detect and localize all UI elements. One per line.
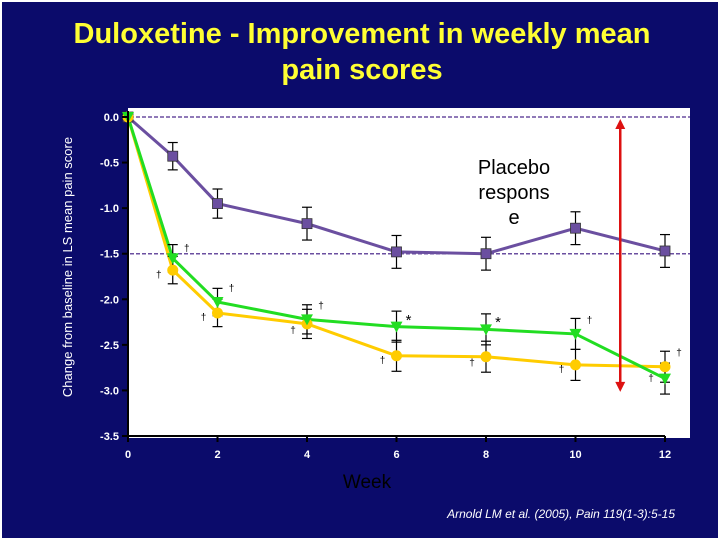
axes: 0.0 -0.5 -1.0 -1.5 -2.0 -2.5 -3.0 -3.5 0 2 4 6 8 10 12: [100, 111, 671, 461]
significance-mark-3: †: [201, 313, 207, 324]
x-tick-label-5: 10: [569, 449, 581, 461]
significance-mark-2: †: [229, 283, 235, 294]
series-1-point-2: [211, 297, 224, 309]
series-1-point-5: [480, 324, 492, 336]
y-tick-label-6: -3.0: [100, 385, 119, 397]
plot-area: [128, 108, 690, 438]
series-0-point-1: [167, 150, 179, 162]
y-tick-label-4: -2.0: [100, 294, 119, 306]
series-0-line: [127, 115, 666, 256]
significance-mark-1: †: [156, 270, 162, 281]
significance-mark-13: †: [648, 374, 654, 385]
series-2-line: [126, 116, 666, 369]
series-2-point-2: [212, 307, 223, 319]
series-0-point-6: [570, 222, 581, 234]
series-0-point-4: [391, 246, 402, 258]
arrow-head-top: [615, 119, 626, 129]
significance-mark-4: †: [318, 301, 324, 312]
significance-mark-7: †: [380, 355, 386, 366]
significance-mark-10: †: [587, 315, 593, 326]
significance-mark-5: †: [290, 325, 296, 336]
x-tick-label-0: 0: [125, 449, 131, 461]
series-2-point-7: [659, 361, 671, 373]
series-0-point-5: [480, 248, 492, 260]
x-axis-label: Week: [343, 472, 392, 493]
series-0-point-3: [301, 218, 313, 230]
placebo-response-annotation: Placebo respons e: [478, 119, 626, 392]
significance-mark-9: †: [469, 358, 475, 369]
y-tick-label-5: -2.5: [100, 340, 119, 352]
annotation-line-0: Placebo: [478, 157, 550, 179]
x-tick-label-2: 4: [304, 449, 311, 461]
significance-mark-0: †: [184, 243, 190, 254]
arrow-head-bottom: [615, 381, 626, 392]
y-tick-label-0: 0.0: [104, 112, 119, 124]
annotation-line-2: e: [508, 207, 519, 229]
x-tick-label-4: 8: [483, 449, 489, 461]
series-1-point-3: [301, 314, 313, 326]
x-tick-label-6: 12: [659, 449, 671, 461]
citation: Arnold LM et al. (2005), Pain 119(1-3):5…: [446, 507, 675, 521]
series-1-line: [126, 116, 666, 380]
significance-mark-6: *: [406, 312, 412, 329]
series-1-point-7: [659, 373, 671, 385]
significance-mark-11: †: [559, 365, 565, 376]
x-tick-label-1: 2: [214, 449, 220, 461]
series-2-point-1: [167, 264, 179, 276]
series-2-point-4: [391, 350, 402, 362]
significance-mark-12: †: [676, 348, 682, 359]
x-tick-label-3: 6: [393, 449, 399, 461]
reference-lines: [130, 116, 690, 255]
series-1-point-4: [390, 321, 403, 333]
series-0-point-2: [212, 198, 223, 209]
series-1-point-1: [166, 253, 179, 265]
series-1-point-6: [569, 328, 582, 340]
series-2-point-5: [480, 351, 492, 363]
slide-title: Duloxetine - Improvement in weekly mean …: [73, 18, 651, 86]
y-tick-label-1: -0.5: [100, 158, 119, 170]
y-tick-label-2: -1.0: [100, 203, 119, 215]
y-axis-label: Change from baseline in LS mean pain sco…: [60, 137, 75, 397]
y-tick-label-7: -3.5: [100, 431, 119, 443]
significance-mark-8: *: [495, 314, 501, 331]
series-2-point-6: [570, 359, 581, 371]
annotation-line-1: respons: [478, 182, 549, 204]
series-0-point-7: [659, 245, 671, 257]
y-tick-label-3: -1.5: [100, 249, 119, 261]
